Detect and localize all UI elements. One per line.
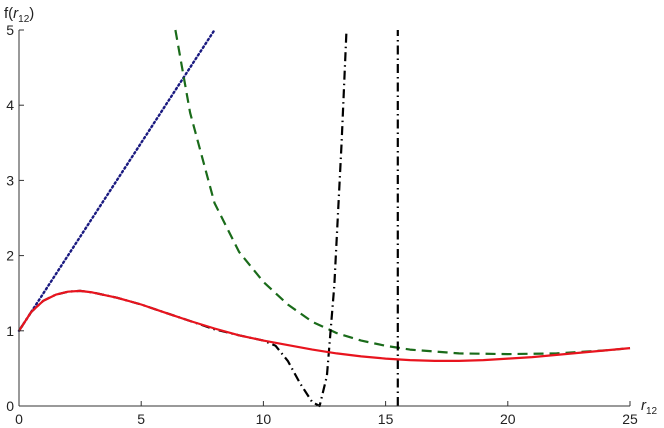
x-tick-label: 25 (622, 411, 638, 427)
x-ticks: 0 5 10 15 20 25 (15, 401, 638, 427)
y-axis-label-prefix: f( (4, 5, 13, 22)
y-tick-label: 5 (6, 22, 14, 38)
y-tick-label: 4 (6, 97, 14, 113)
x-axis-label-sub: 12 (646, 406, 658, 417)
series-line-2-dashed (174, 29, 631, 356)
x-tick-label: 0 (15, 411, 23, 427)
y-axis-label-sub: 12 (18, 14, 30, 25)
y-tick-label: 2 (6, 248, 14, 264)
series-line-1-dotted (17, 28, 216, 332)
y-ticks: 0 1 2 3 4 5 (6, 22, 24, 414)
series-line-5-solid (18, 289, 631, 362)
x-tick-label: 5 (137, 411, 145, 427)
y-tick-label: 0 (6, 398, 14, 414)
x-axis-label-var: r (641, 397, 647, 414)
y-axis-label: f(r12) (4, 5, 34, 25)
plot-area: 0 5 10 15 20 25 0 1 2 3 4 5 (6, 22, 638, 427)
x-tick-label: 15 (378, 411, 394, 427)
y-tick-label: 3 (6, 172, 14, 188)
x-tick-label: 10 (256, 411, 272, 427)
y-tick-label: 1 (6, 323, 14, 339)
y-axis-label-suffix: ) (29, 5, 34, 22)
y-axis-label-var: r (13, 5, 19, 22)
x-axis-label: r12 (641, 397, 658, 417)
series-line-3-dash-dot (18, 29, 348, 408)
series-layer (17, 28, 631, 408)
x-tick-label: 20 (500, 411, 516, 427)
